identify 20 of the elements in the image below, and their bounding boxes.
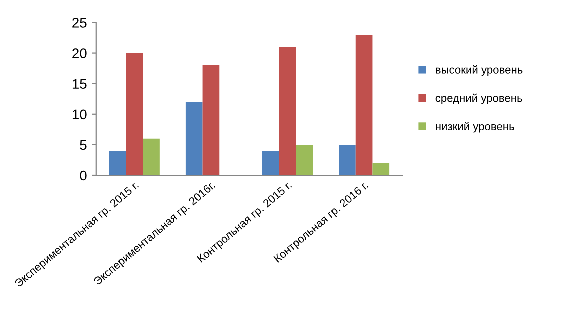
bar [372, 163, 390, 176]
bar [279, 47, 296, 176]
legend-label: высокий уровень [436, 66, 523, 76]
y-tick-label: 0 [80, 170, 87, 181]
bar [356, 34, 373, 176]
legend-label: низкий уровень [436, 122, 514, 133]
legend-label: средний уровень [436, 94, 522, 104]
bar [202, 66, 220, 176]
y-tick-label: 20 [72, 48, 87, 58]
bar [262, 151, 280, 176]
y-tick-label: 25 [72, 18, 87, 28]
bar [126, 53, 144, 176]
y-tick-label: 5 [80, 140, 87, 150]
bar [143, 138, 160, 176]
y-tick-label: 10 [72, 110, 87, 120]
bar [339, 144, 356, 176]
bar [186, 102, 203, 176]
y-tick-label: 15 [72, 79, 87, 90]
bar [296, 144, 314, 176]
bar [109, 151, 126, 176]
